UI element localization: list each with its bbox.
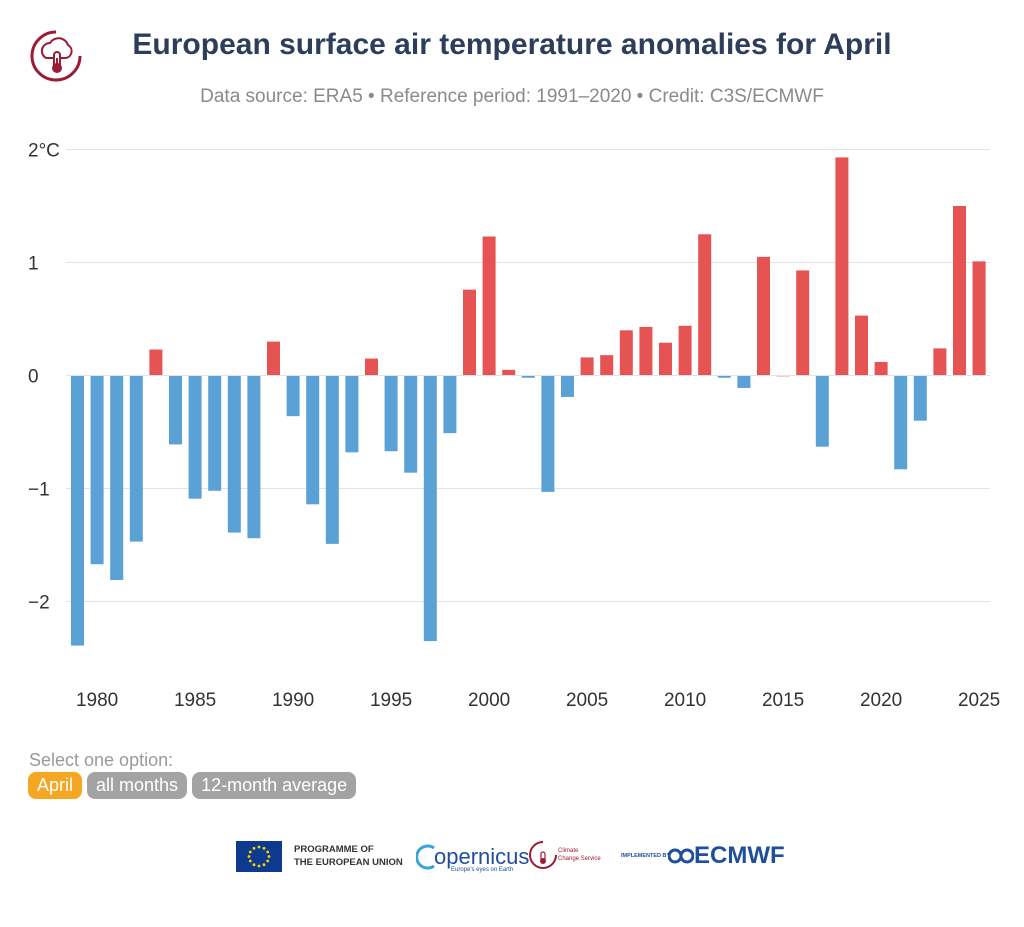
bar-2001	[502, 369, 516, 376]
bar-1988	[247, 375, 261, 539]
x-tick-label: 2025	[958, 690, 1000, 711]
ecmwf-logo-icon	[668, 848, 694, 864]
bar-2002	[521, 375, 535, 378]
chart-subtitle: Data source: ERA5 • Reference period: 19…	[200, 86, 824, 107]
bar-2006	[600, 355, 614, 376]
bar-2007	[619, 330, 633, 376]
bar-2020	[874, 361, 888, 376]
bar-1983	[149, 349, 163, 376]
c3s-small-logo-icon	[529, 841, 557, 869]
bar-2018	[835, 157, 849, 376]
bar-2022	[913, 375, 927, 421]
c3s-text-line-2: Change Service	[558, 856, 601, 862]
eu-flag-icon	[236, 841, 282, 872]
bar-2000	[482, 236, 496, 376]
footer-logos: PROGRAMME OF THE EUROPEAN UNION opernicu…	[236, 838, 796, 874]
bar-chart: −2 −1 0 1 2°C 1980 1985 1990 1995 2000 2005 2010 201…	[28, 141, 1000, 712]
eu-programme-text: PROGRAMME OF THE EUROPEAN UNION	[294, 843, 414, 869]
bar-1992	[325, 375, 339, 544]
option-april-button[interactable]: April	[28, 772, 83, 799]
bar-2017	[815, 375, 829, 447]
bar-2014	[757, 256, 770, 376]
x-tick-label: 2005	[566, 690, 608, 711]
bar-2003	[541, 375, 555, 492]
x-tick-label: 1980	[76, 690, 118, 711]
copernicus-tagline: Europe's eyes on Earth	[451, 867, 514, 873]
x-tick-label: 2000	[468, 690, 510, 711]
x-tick-label: 2020	[860, 690, 902, 711]
implemented-by-text: IMPLEMENTED BY	[621, 853, 671, 859]
bar-1980	[90, 375, 104, 565]
bar-1999	[463, 289, 476, 376]
bar-1984	[169, 375, 182, 445]
c3s-logo-icon	[30, 30, 82, 82]
x-tick-label: 1995	[370, 690, 412, 711]
x-tick-label: 2015	[762, 690, 804, 711]
bar-1985	[188, 375, 202, 499]
option-12-month-average-button[interactable]: 12-month average	[192, 772, 357, 799]
bar-2023	[933, 348, 947, 376]
x-tick-label: 1990	[272, 690, 314, 711]
bar-1997	[423, 375, 437, 642]
bar-1982	[129, 375, 143, 542]
bar-2009	[659, 342, 672, 376]
copernicus-c-icon	[416, 844, 435, 870]
y-tick-label: −1	[28, 480, 50, 501]
bar-1981	[110, 375, 124, 581]
option-all-months-button[interactable]: all months	[87, 772, 188, 799]
bar-1989	[267, 341, 280, 376]
x-tick-label: 1985	[174, 690, 216, 711]
bar-1986	[208, 375, 222, 491]
bar-1979	[71, 375, 84, 646]
bar-2005	[580, 357, 594, 376]
bar-2013	[737, 375, 751, 388]
y-tick-label: 2°C	[28, 141, 60, 162]
bar-1996	[404, 375, 418, 473]
copernicus-logo-text: opernicus	[434, 844, 530, 869]
c3s-text-line-1: Climate	[558, 848, 579, 854]
bar-1993	[345, 375, 359, 453]
bar-2012	[717, 375, 731, 378]
option-group: April all months 12-month average	[28, 772, 357, 799]
bar-2024	[953, 206, 966, 376]
chart-title: European surface air temperature anomali…	[132, 28, 892, 61]
c3s-text: Climate Change Service	[558, 847, 608, 863]
bar-1991	[306, 375, 320, 505]
bar-2004	[561, 375, 574, 397]
select-label: Select one option:	[29, 750, 174, 770]
bar-1994	[365, 358, 378, 376]
bar-2011	[698, 234, 712, 376]
bar-1987	[227, 375, 241, 533]
bar-2010	[678, 325, 692, 376]
bar-2008	[639, 326, 653, 376]
bar-1998	[443, 375, 457, 434]
bar-2019	[855, 315, 868, 376]
bar-2025	[972, 261, 986, 376]
eu-text-line-1: PROGRAMME OF	[294, 844, 374, 855]
y-tick-label: −2	[28, 593, 50, 614]
eu-text-line-2: THE EUROPEAN UNION	[294, 857, 403, 868]
bar-1990	[286, 375, 300, 417]
bar-2016	[796, 270, 810, 376]
x-tick-label: 2010	[664, 690, 706, 711]
y-tick-label: 0	[28, 367, 39, 388]
bar-1995	[384, 375, 398, 452]
ecmwf-logo-text: ECMWF	[694, 842, 785, 869]
bar-2021	[894, 375, 908, 470]
y-tick-label: 1	[28, 254, 39, 275]
